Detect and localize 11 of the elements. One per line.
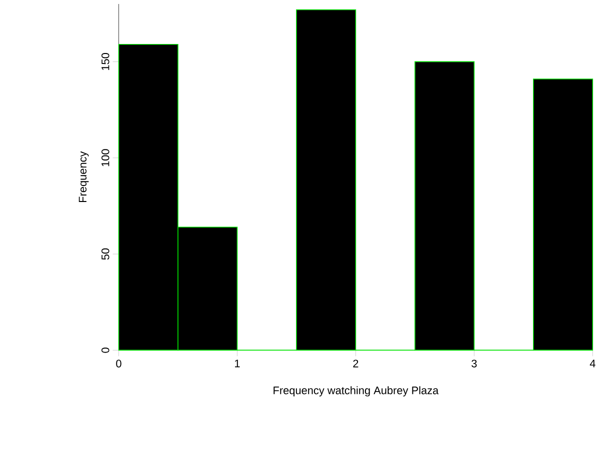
x-axis-title: Frequency watching Aubrey Plaza bbox=[274, 386, 439, 396]
y-tick-label: 150 bbox=[102, 53, 110, 70]
x-tick-label: 0 bbox=[116, 360, 122, 368]
y-axis-title: Frequency bbox=[78, 151, 89, 202]
x-tick-label: 1 bbox=[235, 360, 240, 368]
y-tick-label: 50 bbox=[102, 248, 110, 260]
x-tick-label: 3 bbox=[472, 360, 477, 368]
x-tick-label: 4 bbox=[590, 360, 596, 368]
x-tick-label: 2 bbox=[353, 360, 358, 368]
y-tick-label: 0 bbox=[102, 348, 110, 353]
y-tick-label: 100 bbox=[102, 149, 110, 166]
